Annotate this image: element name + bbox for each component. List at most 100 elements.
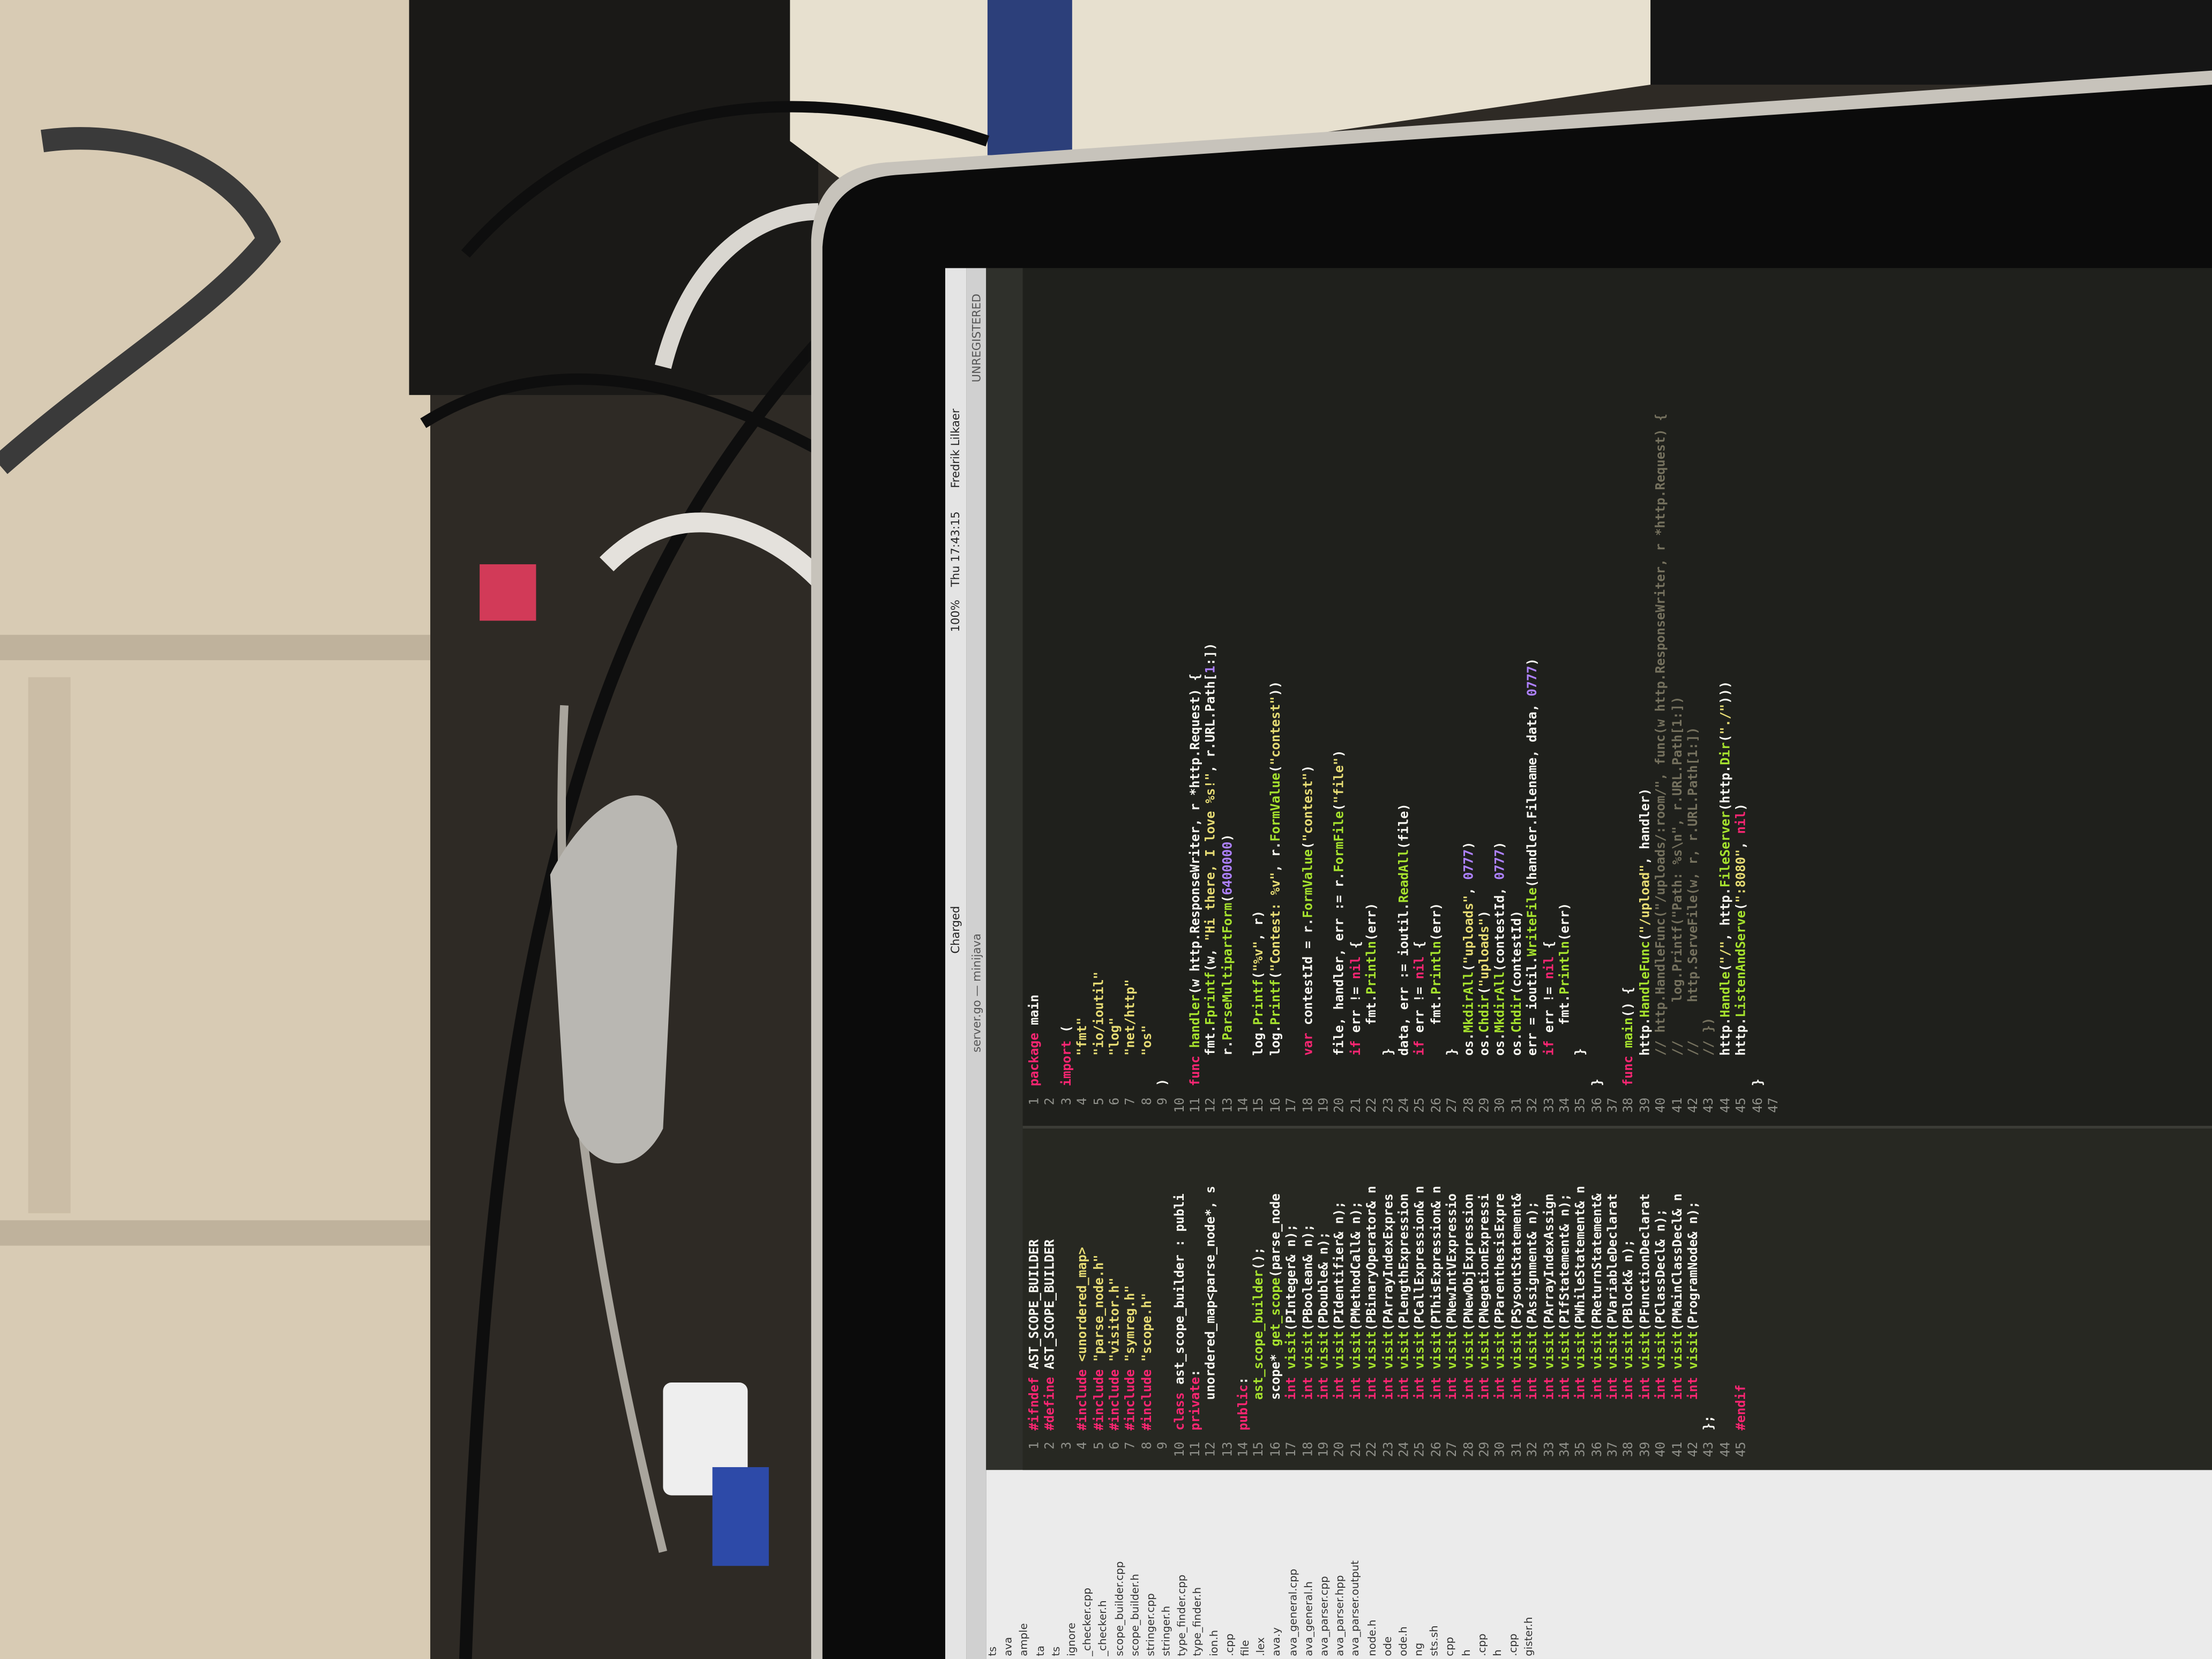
- file-entry[interactable]: ava: [1002, 1636, 1015, 1656]
- code-text: ): [1157, 1078, 1171, 1087]
- file-entry[interactable]: ng: [1412, 1642, 1425, 1656]
- file-entry[interactable]: ts: [986, 1646, 999, 1656]
- code-text: int visit(PLengthExpression: [1398, 1193, 1413, 1400]
- line-number: 45: [1735, 1441, 1750, 1458]
- line-number: 1: [1028, 1097, 1043, 1105]
- line-number: 28: [1462, 1441, 1477, 1458]
- editor-pane-right: 1package main 2 3import (4 "fmt" 5 "io/iout…: [1022, 268, 2212, 1126]
- line-number: 28: [1462, 1097, 1477, 1113]
- file-entry[interactable]: ava_parser.cpp: [1317, 1576, 1331, 1656]
- line-number: 30: [1494, 1441, 1509, 1458]
- code-line: 24 int visit(PLengthExpression: [1398, 1129, 1414, 1470]
- file-entry[interactable]: scope_builder.h: [1128, 1574, 1141, 1656]
- code-text: os.MkdirAll(contestId, 0777): [1494, 841, 1509, 1087]
- code-text: }: [1590, 1078, 1605, 1087]
- file-entry[interactable]: type_finder.cpp: [1175, 1574, 1189, 1656]
- file-entry[interactable]: cpp: [1444, 1636, 1457, 1656]
- file-entry[interactable]: ava_parser.output: [1349, 1560, 1362, 1656]
- line-number: 9: [1157, 1097, 1171, 1105]
- code-text: "fmt": [1077, 1017, 1091, 1056]
- code-line: 2: [1044, 268, 1060, 1126]
- line-number: 40: [1655, 1097, 1670, 1113]
- code-line: 22 int visit(PBinaryOperator& n: [1366, 1129, 1382, 1470]
- line-number: 38: [1623, 1097, 1638, 1113]
- menu-bar: Charged 100% Thu 17:43:15 Fredrik Lilkae…: [945, 268, 967, 1659]
- user-name[interactable]: Fredrik Lilkaer: [949, 408, 962, 488]
- code-line: 9: [1157, 1129, 1173, 1470]
- line-number: 2: [1044, 1097, 1059, 1105]
- battery-status: Charged: [949, 906, 962, 954]
- file-entry[interactable]: type_finder.h: [1191, 1587, 1204, 1656]
- file-entry[interactable]: ava_general.h: [1302, 1581, 1314, 1656]
- file-entry[interactable]: node.h: [1365, 1619, 1378, 1656]
- code-text: int visit(PFunctionDeclarat: [1639, 1193, 1654, 1400]
- line-number: 20: [1333, 1441, 1348, 1458]
- line-number: 26: [1430, 1097, 1445, 1113]
- code-line: 11 func handler(w http.ResponseWriter, r …: [1189, 268, 1205, 1126]
- pane-divider: [1022, 1125, 2212, 1129]
- file-entry[interactable]: ode.h: [1396, 1626, 1409, 1656]
- line-number: 45: [1735, 1097, 1750, 1113]
- file-entry[interactable]: _checker.cpp: [1080, 1588, 1094, 1656]
- line-number: 17: [1286, 1097, 1300, 1113]
- code-text: }: [1751, 1078, 1766, 1087]
- code-text: int visit(PBinaryOperator& n: [1365, 1185, 1380, 1400]
- line-number: 11: [1189, 1441, 1204, 1458]
- file-entry[interactable]: ion.h: [1207, 1630, 1220, 1656]
- line-number: 3: [1060, 1097, 1075, 1105]
- line-number: 24: [1398, 1441, 1413, 1458]
- code-text: int visit(PNewIntVExpressio: [1446, 1193, 1461, 1400]
- file-entry[interactable]: h: [1459, 1649, 1473, 1656]
- file-entry[interactable]: ts: [1049, 1646, 1062, 1656]
- code-text: // http.HandleFunc("/uploads/:room/", fu…: [1655, 413, 1670, 1056]
- line-number: 29: [1478, 1097, 1493, 1113]
- line-number: 25: [1414, 1097, 1429, 1113]
- code-line: 1 #ifndef AST_SCOPE_BUILDER: [1028, 1129, 1044, 1470]
- file-entry[interactable]: stringer.h: [1160, 1605, 1172, 1656]
- file-entry[interactable]: .lex: [1254, 1637, 1267, 1656]
- file-entry[interactable]: file: [1238, 1640, 1252, 1656]
- code-line: 26 int visit(PThisExpression& n: [1430, 1129, 1446, 1470]
- line-number: 37: [1606, 1097, 1621, 1113]
- code-text: }: [1574, 1048, 1589, 1087]
- line-number: 2: [1044, 1441, 1059, 1449]
- file-entry[interactable]: .cpp: [1223, 1633, 1236, 1656]
- cabinet-gap: [0, 1220, 430, 1246]
- file-entry[interactable]: ta: [1033, 1645, 1047, 1656]
- code-line: 11 private:: [1189, 1129, 1205, 1470]
- file-entry[interactable]: .cpp: [1507, 1633, 1520, 1656]
- code-text: scope* get_scope(parse_node: [1269, 1193, 1284, 1431]
- line-number: 36: [1590, 1441, 1605, 1458]
- file-entry[interactable]: ample: [1018, 1623, 1030, 1656]
- line-number: 7: [1125, 1097, 1139, 1105]
- file-entry[interactable]: .cpp: [1475, 1633, 1488, 1656]
- file-entry[interactable]: gister.h: [1522, 1617, 1536, 1656]
- line-number: 23: [1381, 1097, 1396, 1113]
- file-entry[interactable]: ignore: [1065, 1623, 1078, 1656]
- file-entry[interactable]: ava.y: [1270, 1627, 1283, 1656]
- file-entry[interactable]: h: [1491, 1649, 1504, 1656]
- code-line: 44: [1720, 1129, 1736, 1470]
- file-entry[interactable]: sts.sh: [1428, 1625, 1441, 1656]
- file-entry[interactable]: ava_general.cpp: [1286, 1568, 1299, 1656]
- file-entry[interactable]: stringer.cpp: [1144, 1593, 1157, 1656]
- file-entry[interactable]: ode: [1380, 1636, 1394, 1656]
- code-line: 26 fmt.Println(err): [1430, 268, 1446, 1126]
- clock: Thu 17:43:15: [949, 511, 962, 587]
- code-line: 42 int visit(ProgramNode& n);: [1687, 1129, 1703, 1470]
- code-text: int visit(PMainClassDecl& n: [1671, 1193, 1686, 1400]
- line-number: 44: [1719, 1441, 1733, 1458]
- code-line: 36 int visit(PReturnStatement&: [1591, 1129, 1607, 1470]
- file-entry[interactable]: scope_builder.cpp: [1112, 1561, 1125, 1656]
- line-number: 18: [1301, 1441, 1316, 1458]
- line-number: 10: [1173, 1097, 1187, 1113]
- line-number: 13: [1221, 1097, 1236, 1113]
- code-line: 25 if err != nil {: [1414, 268, 1430, 1126]
- file-entry[interactable]: ava_parser.hpp: [1333, 1575, 1346, 1656]
- code-text: int visit(PParenthesisExpre: [1494, 1193, 1509, 1400]
- line-number: 14: [1237, 1097, 1252, 1113]
- code-line: 24 data, err := ioutil.ReadAll(file): [1398, 268, 1414, 1126]
- file-entry[interactable]: _checker.h: [1096, 1600, 1110, 1656]
- code-line: 31 os.Chdir(contestId): [1511, 268, 1527, 1126]
- line-number: 31: [1510, 1441, 1525, 1458]
